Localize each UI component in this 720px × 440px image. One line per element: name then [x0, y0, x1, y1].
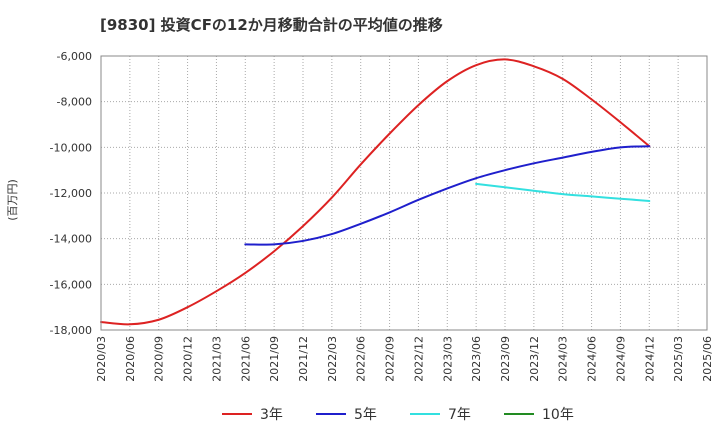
- x-axis-tick-labels: 2020/03 2020/06 2020/09 2020/12 2021/03 2021/…: [95, 336, 714, 382]
- series-lines: [100, 58, 651, 326]
- x-tick-label: 2021/12: [297, 336, 310, 382]
- legend-item: 5年: [316, 402, 377, 426]
- line-chart: -6,000 -8,000 -10,000 -12,000 -14,000 -16,000…: [6, 50, 714, 382]
- y-tick-label: -10,000: [50, 141, 92, 154]
- legend-label: 3年: [260, 407, 283, 423]
- x-tick-label: 2023/12: [528, 336, 541, 382]
- x-tick-label: 2021/09: [268, 336, 281, 382]
- legend-swatch: [222, 413, 252, 415]
- legend-label: 5年: [354, 407, 377, 423]
- legend-label: 10年: [542, 407, 574, 423]
- legend-swatch: [316, 413, 346, 415]
- x-tick-label: 2022/03: [326, 336, 339, 382]
- x-tick-label: 2020/06: [124, 336, 137, 382]
- series-line-5年: [244, 145, 651, 246]
- x-tick-label: 2023/09: [499, 336, 512, 382]
- y-tick-label: -18,000: [50, 324, 92, 337]
- x-tick-label: 2024/09: [614, 336, 627, 382]
- y-tick-label: -14,000: [50, 233, 92, 246]
- x-tick-label: 2020/03: [95, 336, 108, 382]
- legend-item: 3年: [222, 402, 283, 426]
- x-tick-label: 2021/03: [210, 336, 223, 382]
- x-tick-label: 2025/03: [672, 336, 685, 382]
- x-tick-label: 2022/12: [412, 336, 425, 382]
- y-tick-label: -16,000: [50, 278, 92, 291]
- y-axis-tick-labels: -6,000 -8,000 -10,000 -12,000 -14,000 -16,000…: [50, 50, 92, 337]
- legend-label: 7年: [448, 407, 471, 423]
- x-tick-label: 2022/06: [355, 336, 368, 382]
- x-tick-label: 2024/06: [586, 336, 599, 382]
- x-tick-label: 2024/12: [643, 336, 656, 382]
- y-tick-label: -8,000: [57, 96, 92, 109]
- x-tick-label: 2022/09: [384, 336, 397, 382]
- legend-item: 10年: [504, 402, 574, 426]
- series-line-3年: [100, 58, 651, 326]
- y-tick-label: -12,000: [50, 187, 92, 200]
- plot-area-border: [100, 55, 708, 331]
- x-tick-label: 2023/03: [441, 336, 454, 382]
- x-tick-label: 2025/06: [701, 336, 714, 382]
- chart-title: [9830] 投資CFの12か月移動合計の平均値の推移: [100, 16, 443, 34]
- legend-item: 7年: [410, 402, 471, 426]
- x-tick-label: 2021/06: [239, 336, 252, 382]
- y-tick-label: -6,000: [57, 50, 92, 63]
- x-tick-label: 2024/03: [557, 336, 570, 382]
- series-line-7年: [475, 182, 651, 202]
- x-tick-label: 2023/06: [470, 336, 483, 382]
- x-tick-label: 2020/12: [182, 336, 195, 382]
- legend-swatch: [410, 413, 440, 415]
- legend-swatch: [504, 413, 534, 415]
- y-axis-label: (百万円): [6, 179, 19, 221]
- x-tick-label: 2020/09: [153, 336, 166, 382]
- legend: 3年 5年 7年 10年: [0, 402, 720, 426]
